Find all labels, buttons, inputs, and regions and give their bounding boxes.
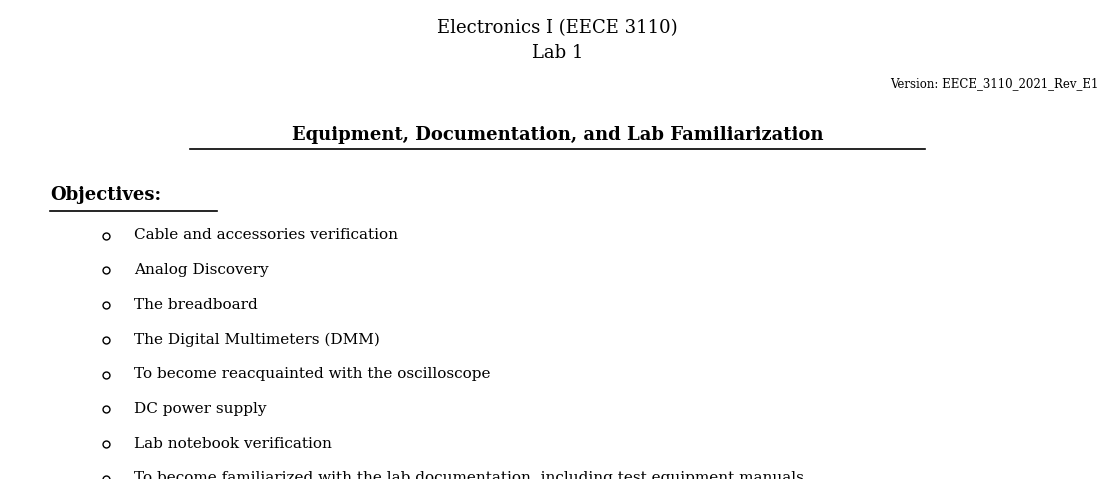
Text: Analog Discovery: Analog Discovery [134,263,269,277]
Text: DC power supply: DC power supply [134,402,266,416]
Text: Objectives:: Objectives: [50,186,162,204]
Text: The Digital Multimeters (DMM): The Digital Multimeters (DMM) [134,332,380,347]
Text: Lab notebook verification: Lab notebook verification [134,436,331,451]
Text: Electronics I (EECE 3110): Electronics I (EECE 3110) [437,19,678,37]
Text: To become reacquainted with the oscilloscope: To become reacquainted with the oscillos… [134,367,491,381]
Text: Cable and accessories verification: Cable and accessories verification [134,228,398,242]
Text: To become familiarized with the lab documentation, including test equipment manu: To become familiarized with the lab docu… [134,471,804,479]
Text: Lab 1: Lab 1 [532,44,583,62]
Text: Version: EECE_3110_2021_Rev_E1: Version: EECE_3110_2021_Rev_E1 [890,78,1098,91]
Text: The breadboard: The breadboard [134,297,258,311]
Text: Equipment, Documentation, and Lab Familiarization: Equipment, Documentation, and Lab Famili… [292,125,823,144]
